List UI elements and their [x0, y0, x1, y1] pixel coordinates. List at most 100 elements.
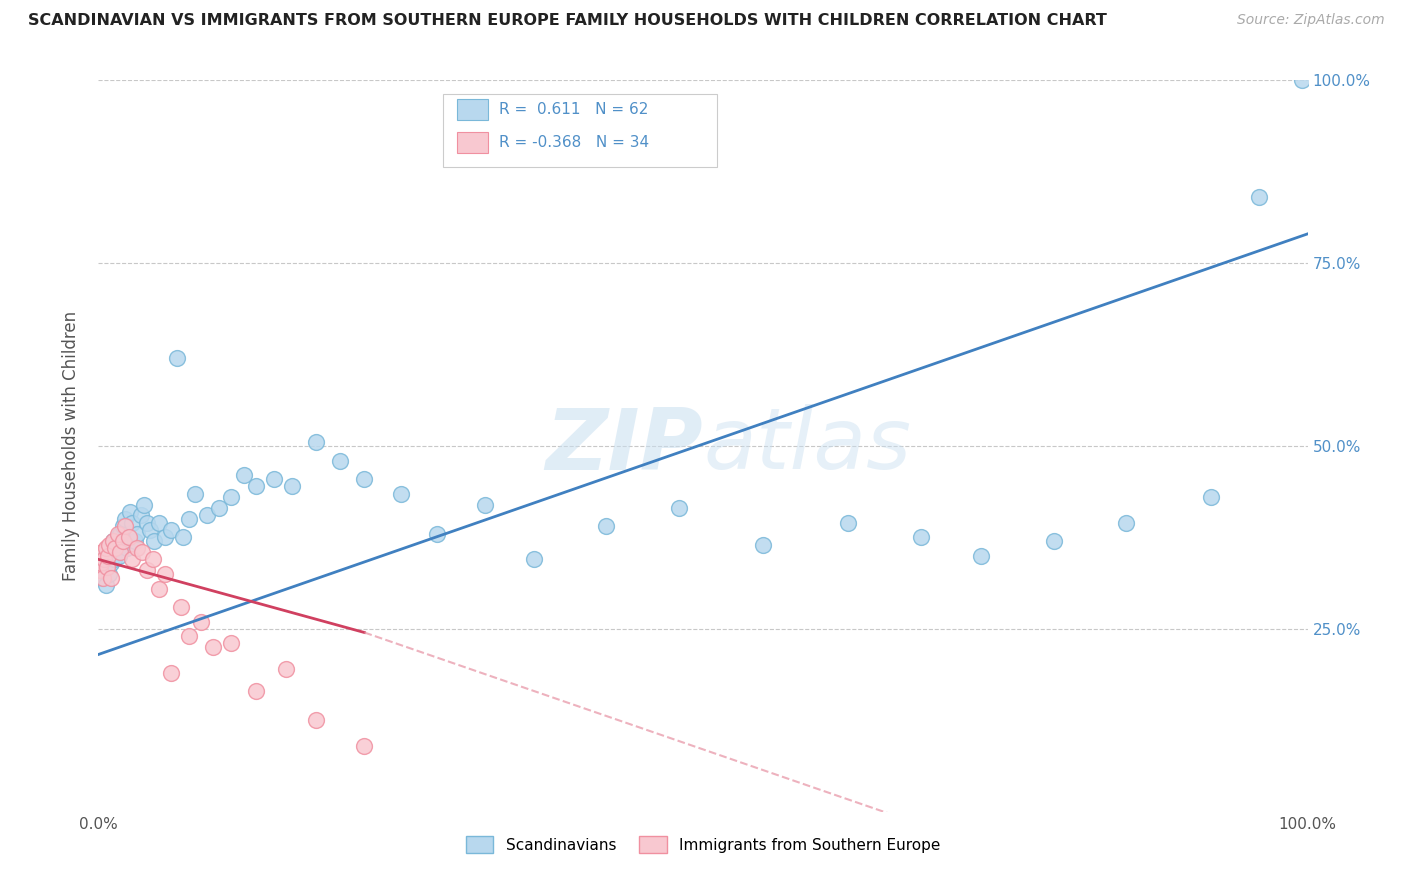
Point: [245, 479, 267, 493]
Point: [263, 472, 285, 486]
Point: [329, 453, 352, 467]
Point: [127, 541, 149, 556]
Point: [970, 549, 993, 563]
Point: [114, 519, 136, 533]
Point: [100, 545, 122, 559]
Point: [245, 684, 267, 698]
Point: [148, 516, 170, 530]
Point: [1042, 534, 1064, 549]
Point: [135, 516, 157, 530]
Point: [98, 567, 121, 582]
Point: [281, 479, 304, 493]
Point: [1291, 73, 1313, 87]
Point: [104, 541, 127, 556]
Point: [108, 549, 131, 563]
Point: [353, 739, 375, 753]
Point: [353, 472, 375, 486]
Point: [221, 636, 243, 650]
Point: [103, 552, 125, 566]
Point: [127, 526, 149, 541]
Point: [118, 530, 141, 544]
Point: [160, 523, 183, 537]
Point: [90, 556, 112, 570]
Text: R = -0.368   N = 34: R = -0.368 N = 34: [499, 136, 650, 150]
Point: [143, 534, 166, 549]
Point: [135, 563, 157, 577]
Point: [195, 508, 218, 523]
Point: [139, 523, 162, 537]
Point: [94, 541, 117, 556]
Point: [110, 538, 132, 552]
Point: [124, 534, 146, 549]
Point: [166, 351, 188, 366]
Point: [89, 563, 111, 577]
Point: [101, 534, 124, 549]
Point: [100, 571, 122, 585]
Point: [910, 530, 932, 544]
Point: [153, 567, 176, 582]
Point: [98, 538, 121, 552]
Point: [169, 599, 191, 614]
Point: [305, 435, 328, 450]
Point: [595, 519, 617, 533]
Point: [148, 582, 170, 596]
Point: [208, 501, 231, 516]
Point: [389, 486, 412, 500]
Point: [111, 519, 134, 533]
Text: Source: ZipAtlas.com: Source: ZipAtlas.com: [1237, 13, 1385, 28]
Point: [121, 552, 143, 566]
Point: [131, 545, 153, 559]
Point: [142, 552, 165, 566]
Point: [202, 640, 225, 655]
Point: [108, 545, 131, 559]
Point: [111, 534, 134, 549]
Point: [96, 559, 118, 574]
Point: [96, 549, 118, 563]
Point: [129, 508, 152, 523]
Point: [118, 505, 141, 519]
Point: [172, 530, 194, 544]
Point: [1249, 190, 1271, 204]
Point: [190, 615, 212, 629]
Point: [90, 571, 112, 585]
Point: [305, 714, 328, 728]
Point: [91, 552, 114, 566]
Point: [221, 490, 243, 504]
Point: [1115, 516, 1137, 530]
Point: [523, 552, 546, 566]
Point: [93, 563, 115, 577]
Point: [426, 526, 449, 541]
Point: [107, 530, 129, 544]
Point: [94, 578, 117, 592]
Point: [474, 498, 496, 512]
Text: ZIP: ZIP: [546, 404, 703, 488]
Point: [134, 498, 156, 512]
Y-axis label: Family Households with Children: Family Households with Children: [62, 311, 80, 581]
Point: [184, 486, 207, 500]
Point: [179, 629, 201, 643]
Point: [91, 545, 114, 559]
Point: [153, 530, 176, 544]
Point: [752, 538, 775, 552]
Text: R =  0.611   N = 62: R = 0.611 N = 62: [499, 103, 648, 117]
Point: [100, 556, 122, 570]
Point: [93, 552, 115, 566]
Point: [91, 571, 114, 585]
Point: [668, 501, 690, 516]
Text: atlas: atlas: [703, 404, 911, 488]
Legend: Scandinavians, Immigrants from Southern Europe: Scandinavians, Immigrants from Southern …: [460, 830, 946, 859]
Point: [108, 526, 131, 541]
Point: [105, 541, 128, 556]
Point: [101, 534, 124, 549]
Point: [179, 512, 201, 526]
Point: [274, 662, 297, 676]
Point: [97, 549, 120, 563]
Point: [1199, 490, 1222, 504]
Point: [837, 516, 859, 530]
Point: [97, 541, 120, 556]
Point: [121, 516, 143, 530]
Point: [107, 526, 129, 541]
Text: SCANDINAVIAN VS IMMIGRANTS FROM SOUTHERN EUROPE FAMILY HOUSEHOLDS WITH CHILDREN : SCANDINAVIAN VS IMMIGRANTS FROM SOUTHERN…: [28, 13, 1107, 29]
Point: [91, 559, 114, 574]
Point: [232, 468, 254, 483]
